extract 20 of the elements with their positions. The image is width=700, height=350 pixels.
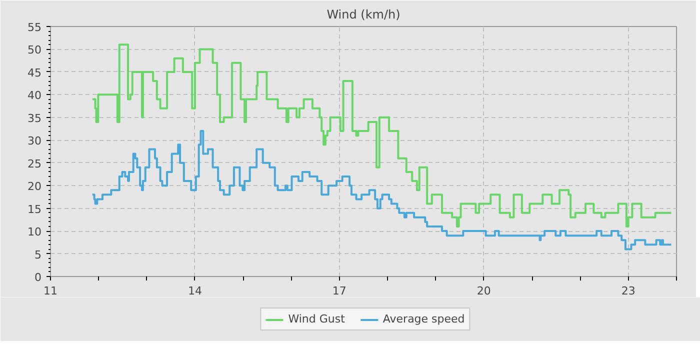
y-tick-label: 5 [34, 248, 42, 262]
x-tick-label: 17 [332, 284, 346, 298]
chart-title: Wind (km/h) [326, 8, 400, 22]
x-tick-label: 20 [476, 284, 491, 298]
y-tick-label: 30 [28, 134, 42, 148]
y-tick-label: 55 [28, 21, 42, 34]
y-tick-label: 20 [28, 180, 42, 194]
y-tick-label: 10 [28, 226, 42, 239]
y-tick-label: 40 [28, 89, 42, 102]
y-tick-label: 15 [28, 202, 42, 216]
x-tick-label: 23 [621, 284, 636, 298]
y-tick-label: 35 [28, 112, 42, 125]
y-tick-label: 50 [28, 44, 42, 57]
legend-label: Wind Gust [288, 312, 345, 326]
y-tick-label: 0 [34, 271, 42, 284]
y-tick-label: 25 [28, 157, 42, 170]
x-tick-label: 11 [44, 284, 58, 298]
y-tick-label: 45 [28, 66, 42, 80]
legend-label: Average speed [382, 312, 465, 326]
x-tick-label: 14 [188, 284, 202, 298]
